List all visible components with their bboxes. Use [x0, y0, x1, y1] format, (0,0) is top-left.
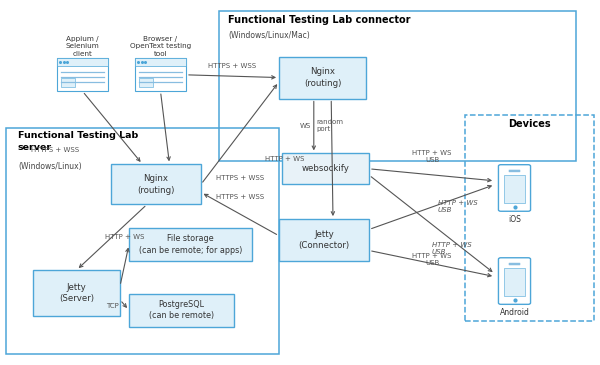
FancyBboxPatch shape — [111, 164, 201, 204]
FancyBboxPatch shape — [503, 175, 526, 203]
Text: TCP: TCP — [106, 303, 119, 309]
FancyBboxPatch shape — [509, 170, 520, 172]
Text: random
port: random port — [317, 119, 344, 132]
Text: Jetty
(Server): Jetty (Server) — [59, 283, 94, 303]
Text: Functional Testing Lab
server: Functional Testing Lab server — [18, 131, 138, 151]
Text: Functional Testing Lab connector: Functional Testing Lab connector — [228, 15, 410, 24]
Text: HTTPS + WSS: HTTPS + WSS — [208, 64, 257, 69]
Text: HTTP + WS: HTTP + WS — [265, 156, 304, 162]
Text: HTTP + WS
USB: HTTP + WS USB — [412, 253, 452, 266]
Text: Nginx
(routing): Nginx (routing) — [304, 67, 341, 88]
FancyBboxPatch shape — [129, 228, 252, 261]
Text: PostgreSQL
(can be remote): PostgreSQL (can be remote) — [149, 300, 214, 320]
Text: websockify: websockify — [302, 164, 349, 173]
FancyBboxPatch shape — [279, 57, 366, 99]
FancyBboxPatch shape — [509, 263, 520, 265]
FancyBboxPatch shape — [499, 258, 530, 304]
FancyBboxPatch shape — [33, 270, 120, 316]
Text: Appium /
Selenium
client: Appium / Selenium client — [65, 36, 100, 57]
FancyBboxPatch shape — [499, 165, 530, 211]
Text: HTTPS + WSS: HTTPS + WSS — [216, 194, 264, 200]
FancyBboxPatch shape — [282, 153, 369, 184]
FancyBboxPatch shape — [279, 219, 369, 261]
Text: (Windows/Linux/Mac): (Windows/Linux/Mac) — [228, 31, 310, 40]
FancyBboxPatch shape — [61, 78, 76, 87]
Text: HTTP + WS: HTTP + WS — [104, 234, 144, 240]
FancyBboxPatch shape — [139, 78, 154, 87]
Text: Nginx
(routing): Nginx (routing) — [137, 174, 175, 195]
Text: iOS: iOS — [508, 215, 521, 224]
Text: (Windows/Linux): (Windows/Linux) — [18, 162, 82, 172]
Text: HTTPS + WSS: HTTPS + WSS — [31, 147, 79, 153]
Text: HTTP + WS
USB: HTTP + WS USB — [432, 242, 472, 255]
Text: HTTP + WS
USB: HTTP + WS USB — [412, 150, 452, 164]
FancyBboxPatch shape — [503, 268, 526, 296]
Text: HTTPS + WSS: HTTPS + WSS — [216, 175, 264, 181]
FancyBboxPatch shape — [129, 294, 234, 327]
Text: File storage
(can be remote; for apps): File storage (can be remote; for apps) — [139, 234, 242, 255]
Text: HTTP + WS
USB: HTTP + WS USB — [438, 200, 478, 213]
FancyBboxPatch shape — [135, 58, 186, 66]
Text: Jetty
(Connector): Jetty (Connector) — [298, 230, 350, 250]
FancyBboxPatch shape — [57, 58, 108, 66]
FancyBboxPatch shape — [57, 58, 108, 91]
Text: WS: WS — [299, 123, 311, 129]
Text: Android: Android — [500, 308, 529, 318]
FancyBboxPatch shape — [135, 58, 186, 91]
Text: Browser /
OpenText testing
tool: Browser / OpenText testing tool — [130, 36, 191, 57]
Text: Devices: Devices — [508, 119, 551, 128]
